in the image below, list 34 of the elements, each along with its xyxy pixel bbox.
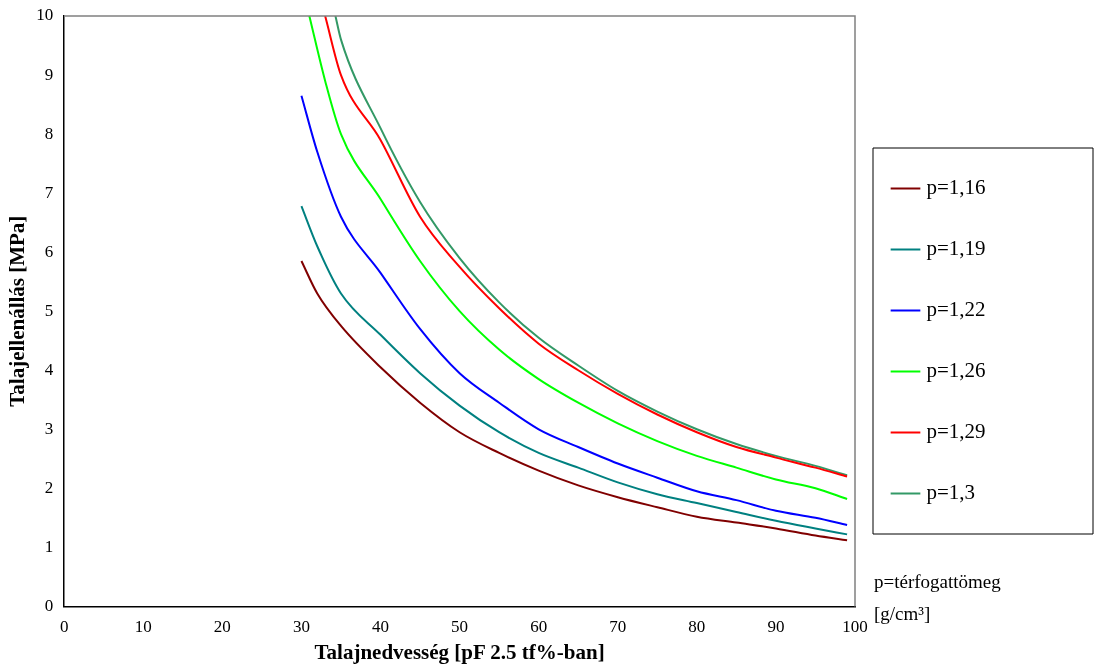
y-tick-label: 6 bbox=[44, 241, 54, 261]
x-tick-label: 30 bbox=[292, 617, 310, 637]
y-tick-label: 1 bbox=[44, 536, 54, 556]
x-tick-label: 60 bbox=[530, 617, 548, 637]
line-series bbox=[300, 260, 849, 542]
y-tick-label: 7 bbox=[44, 182, 54, 202]
x-tick-label: 80 bbox=[688, 617, 706, 637]
y-axis-title: Talajellenállás [MPa] bbox=[5, 215, 30, 407]
legend-label: p=1,3 bbox=[926, 480, 976, 505]
x-tick-label: 20 bbox=[213, 617, 231, 637]
x-tick-label: 0 bbox=[59, 617, 69, 637]
y-tick-label: 5 bbox=[44, 300, 54, 320]
legend-label: p=1,16 bbox=[926, 175, 986, 200]
line-series bbox=[300, 94, 849, 526]
x-tick-label: 40 bbox=[372, 617, 390, 637]
y-tick-label: 3 bbox=[44, 418, 54, 438]
line-series bbox=[300, 205, 849, 536]
legend-label: p=1,19 bbox=[926, 236, 986, 261]
y-tick-label: 9 bbox=[44, 64, 54, 84]
y-tick-label: 4 bbox=[44, 359, 54, 379]
y-tick-label: 8 bbox=[44, 123, 54, 143]
legend-label: p=1,22 bbox=[926, 297, 986, 322]
x-axis-title: Talajnedvesség [pF 2.5 tf%-ban] bbox=[314, 639, 605, 664]
x-tick-label: 90 bbox=[767, 617, 785, 637]
y-tick-label: 10 bbox=[36, 5, 54, 25]
legend-label: p=1,29 bbox=[926, 419, 986, 444]
y-tick-label: 2 bbox=[44, 477, 54, 497]
legend-label: p=1,26 bbox=[926, 358, 986, 383]
text: p=térfogattömeg [g/cm³] bbox=[874, 570, 1002, 626]
y-tick-label: 0 bbox=[44, 595, 54, 615]
x-tick-label: 10 bbox=[134, 617, 152, 637]
x-tick-label: 70 bbox=[609, 617, 627, 637]
x-tick-label: 50 bbox=[451, 617, 469, 637]
x-tick-label: 100 bbox=[842, 617, 868, 637]
